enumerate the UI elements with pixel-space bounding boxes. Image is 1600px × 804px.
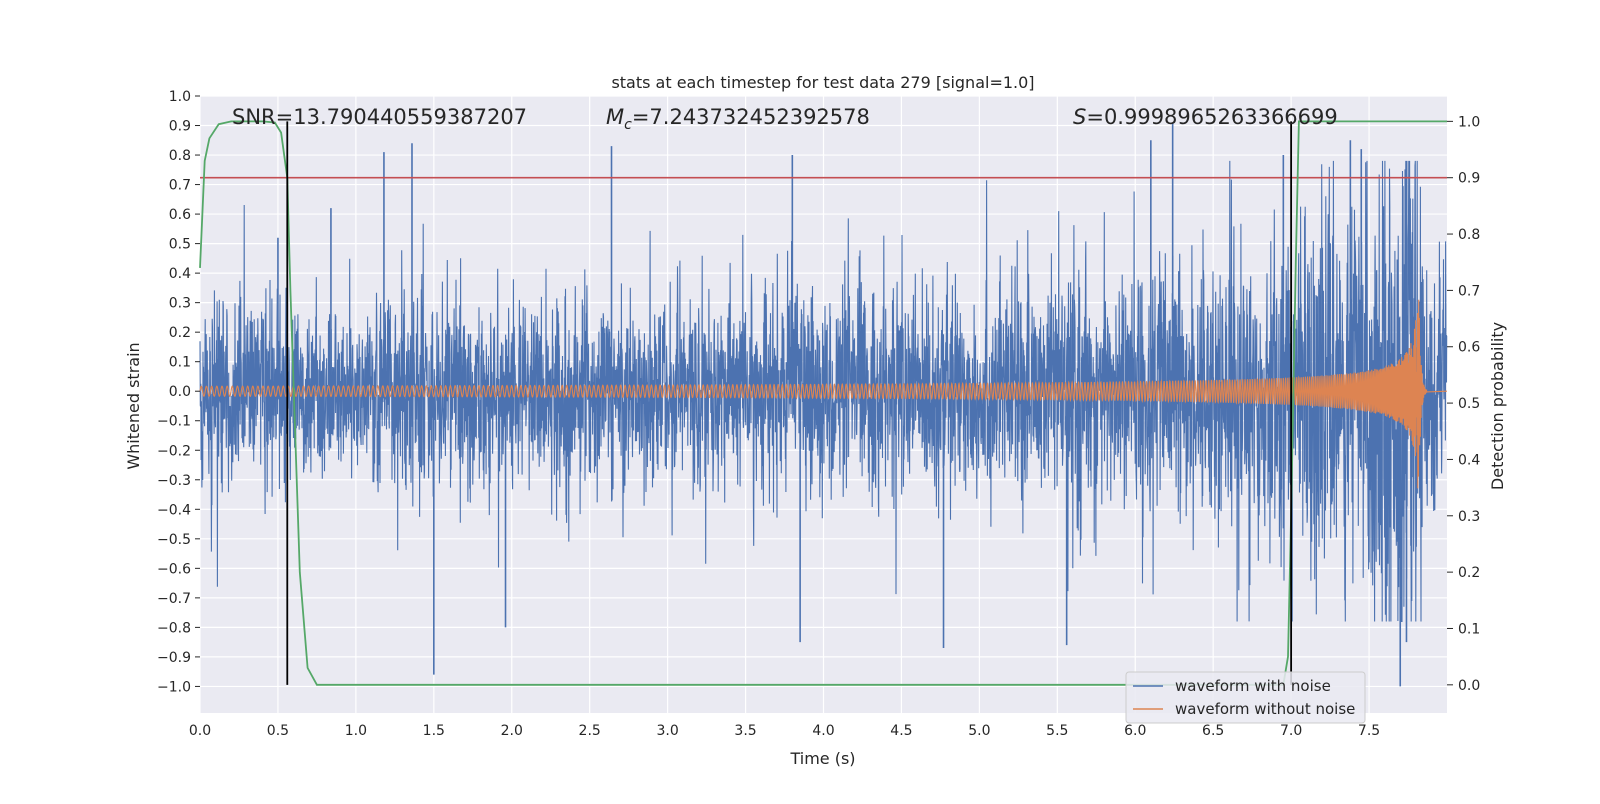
y-tick-label-left-4: 0.6 [169,207,191,223]
y-tick-label-left-12: −0.2 [157,443,191,459]
y-tick-label-right-7: 0.3 [1458,509,1480,525]
x-tick-label-14: 7.0 [1280,723,1302,739]
y-tick-label-left-1: 0.9 [169,119,191,135]
x-tick-label-13: 6.5 [1202,723,1224,739]
x-tick-label-7: 3.5 [734,723,756,739]
y-tick-label-left-20: −1.0 [157,679,191,695]
y-tick-label-right-10: 0.0 [1458,678,1480,694]
y-tick-label-right-0: 1.0 [1458,114,1480,130]
noisy-waveform-line [199,160,1448,623]
legend-box [1125,671,1366,724]
y-tick-label-left-15: −0.5 [157,532,191,548]
chirp-mass-annotation: Mc=7.243732452392578 [606,105,870,133]
y-tick-label-left-7: 0.3 [169,296,191,312]
y-tick-label-left-13: −0.3 [157,473,191,489]
y-tick-label-left-9: 0.1 [169,355,191,371]
y-tick-label-left-2: 0.8 [169,148,191,164]
y-axis-label-right: Detection probability [1488,322,1507,490]
x-tick-label-3: 1.5 [423,723,445,739]
x-tick-label-0: 0.0 [189,723,211,739]
x-tick-label-8: 4.0 [812,723,834,739]
y-tick-label-left-17: −0.7 [157,591,191,607]
y-tick-label-left-19: −0.9 [157,650,191,666]
y-tick-label-right-1: 0.9 [1458,171,1480,187]
x-tick-label-4: 2.0 [501,723,523,739]
y-tick-label-left-3: 0.7 [169,178,191,194]
y-tick-label-left-8: 0.2 [169,325,191,341]
y-tick-label-left-16: −0.6 [157,561,191,577]
chirp-mass-value: =7.243732452392578 [632,105,870,129]
x-tick-label-10: 5.0 [968,723,990,739]
legend-label-noise: waveform with noise [1175,677,1331,695]
x-tick-label-5: 2.5 [579,723,601,739]
x-axis-label: Time (s) [789,749,855,768]
chirp-mass-subscript: c [624,117,632,133]
x-tick-label-6: 3.0 [656,723,678,739]
y-tick-label-left-14: −0.4 [157,502,191,518]
score-annotation: S=0.9998965263366699 [1073,105,1338,129]
x-tick-label-15: 7.5 [1358,723,1380,739]
y-tick-label-left-10: 0.0 [169,384,191,400]
ticks-layer: 0.0 0.5 1.0 1.5 2.0 2.5 3.0 3.5 4.0 4.5 5.0 5.5 6.0 6… [157,89,1480,739]
y-tick-label-left-5: 0.5 [169,237,191,253]
snr-annotation: SNR=13.790440559387207 [232,105,527,129]
legend: waveform with noise waveform without noi… [1125,671,1366,724]
y-tick-label-right-8: 0.2 [1458,565,1480,581]
y-tick-label-right-9: 0.1 [1458,621,1480,637]
score-value: =0.9998965263366699 [1086,105,1337,129]
y-tick-label-right-3: 0.7 [1458,283,1480,299]
y-tick-label-right-5: 0.5 [1458,396,1480,412]
x-tick-label-9: 4.5 [890,723,912,739]
y-tick-label-right-4: 0.6 [1458,340,1480,356]
data-layer [199,120,1448,687]
chirp-mass-symbol: M [606,105,624,129]
score-symbol: S [1073,105,1086,129]
y-tick-label-right-6: 0.4 [1458,452,1480,468]
legend-label-clean: waveform without noise [1175,700,1355,718]
y-axis-label-left: Whitened strain [124,342,143,469]
clean-waveform-line [199,299,1448,489]
y-tick-label-right-2: 0.8 [1458,227,1480,243]
y-tick-label-left-6: 0.4 [169,266,191,282]
x-tick-label-1: 0.5 [267,723,289,739]
y-tick-label-left-0: 1.0 [169,89,191,105]
x-tick-label-2: 1.0 [345,723,367,739]
chart-title: stats at each timestep for test data 279… [611,73,1034,92]
y-tick-label-left-11: −0.1 [157,414,191,430]
x-tick-label-11: 5.5 [1046,723,1068,739]
x-tick-label-12: 6.0 [1124,723,1146,739]
y-tick-label-left-18: −0.8 [157,620,191,636]
